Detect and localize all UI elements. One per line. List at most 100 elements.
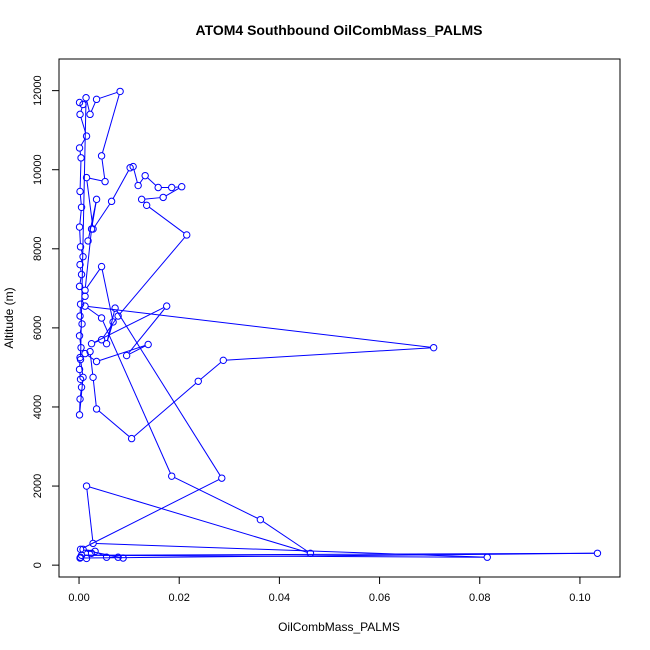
data-point xyxy=(77,154,85,162)
data-point xyxy=(75,365,84,374)
data-point xyxy=(75,332,84,340)
data-point xyxy=(168,183,176,192)
data-point xyxy=(75,411,84,419)
series-line-segment xyxy=(89,177,103,182)
data-point xyxy=(76,260,84,269)
series-line-segment xyxy=(101,94,120,153)
data-point xyxy=(92,405,101,413)
y-tick-label: 0 xyxy=(32,562,44,568)
series-lines xyxy=(79,91,595,559)
series-line-segment xyxy=(80,138,86,146)
series-line-segment xyxy=(86,268,101,288)
series-line-segment xyxy=(79,277,82,284)
data-point xyxy=(111,304,119,312)
series-line-segment xyxy=(79,161,82,189)
data-point xyxy=(162,302,171,310)
series-line-segment xyxy=(102,318,117,338)
data-point xyxy=(77,203,86,211)
data-point xyxy=(81,286,89,295)
series-line-segment xyxy=(139,177,144,184)
data-point xyxy=(86,347,94,356)
series-line-segment xyxy=(116,310,221,476)
series-line-segment xyxy=(165,187,180,197)
y-tick-label: 10000 xyxy=(32,154,44,185)
series-line-segment xyxy=(148,206,185,234)
series-line-segment xyxy=(119,237,186,314)
data-point xyxy=(82,94,90,102)
series-line-segment xyxy=(80,267,82,272)
data-point xyxy=(97,262,106,271)
data-point xyxy=(76,355,85,364)
data-point xyxy=(114,312,122,320)
x-tick-label: 0.00 xyxy=(68,592,89,604)
data-point xyxy=(159,193,167,202)
data-point xyxy=(101,177,109,186)
data-point xyxy=(97,152,106,160)
data-point xyxy=(75,144,84,152)
data-point xyxy=(84,237,92,245)
series-line-segment xyxy=(83,552,595,559)
data-point xyxy=(79,100,87,109)
series-line-segment xyxy=(200,361,222,380)
data-point xyxy=(77,383,86,391)
data-point xyxy=(127,434,136,443)
series-line-segment xyxy=(79,230,81,244)
series-line-segment xyxy=(83,479,220,549)
series-line-segment xyxy=(79,210,82,224)
series-line-segment xyxy=(79,390,82,396)
data-point xyxy=(107,197,116,206)
data-point xyxy=(78,320,86,328)
y-tick-label: 6000 xyxy=(32,316,44,340)
x-tick-label: 0.10 xyxy=(569,592,590,604)
data-point xyxy=(89,539,97,548)
series-line-segment xyxy=(86,180,94,226)
data-point xyxy=(79,373,87,382)
data-point xyxy=(76,243,85,251)
data-point xyxy=(306,549,315,557)
data-point xyxy=(593,549,602,557)
y-tick-label: 2000 xyxy=(32,474,44,498)
data-point xyxy=(86,110,94,119)
series-line-segment xyxy=(80,362,84,375)
series-line-segment xyxy=(89,486,308,553)
chart-title: ATOM4 Southbound OilCombMass_PALMS xyxy=(196,22,483,38)
series-line-segment xyxy=(99,345,146,361)
data-point xyxy=(75,98,84,107)
data-point xyxy=(76,545,85,554)
data-point xyxy=(109,318,117,326)
data-point xyxy=(168,472,176,480)
data-point xyxy=(89,373,97,382)
series-line-segment xyxy=(79,151,82,155)
data-point xyxy=(218,474,226,482)
data-point xyxy=(219,356,227,365)
series-line-segment xyxy=(133,169,138,183)
x-axis: 0.00 0.02 0.04 0.06 0.08 0.10 xyxy=(68,576,591,604)
series-line-segment xyxy=(101,158,106,179)
series-line-segment xyxy=(87,307,100,317)
data-point xyxy=(76,300,85,308)
series-line-segment xyxy=(84,232,92,288)
series-line-segment xyxy=(79,194,82,205)
data-point xyxy=(75,223,84,231)
y-tick-label: 12000 xyxy=(32,75,44,106)
data-point xyxy=(183,231,191,239)
data-point xyxy=(129,162,137,171)
series-line-segment xyxy=(102,320,171,474)
series-line-segment xyxy=(129,345,146,355)
data-point xyxy=(429,343,438,352)
data-point xyxy=(76,187,84,196)
data-point xyxy=(76,312,84,320)
data-point xyxy=(87,225,96,233)
series-line-segment xyxy=(174,477,258,519)
data-point xyxy=(92,195,101,204)
series-line-segment xyxy=(112,170,130,199)
data-point xyxy=(79,545,87,554)
data-point xyxy=(87,549,96,557)
data-point xyxy=(76,375,85,383)
x-tick-label: 0.04 xyxy=(269,592,290,604)
data-point xyxy=(82,173,91,182)
series-line-segment xyxy=(262,521,309,552)
data-point xyxy=(97,314,106,322)
data-point xyxy=(483,553,491,561)
